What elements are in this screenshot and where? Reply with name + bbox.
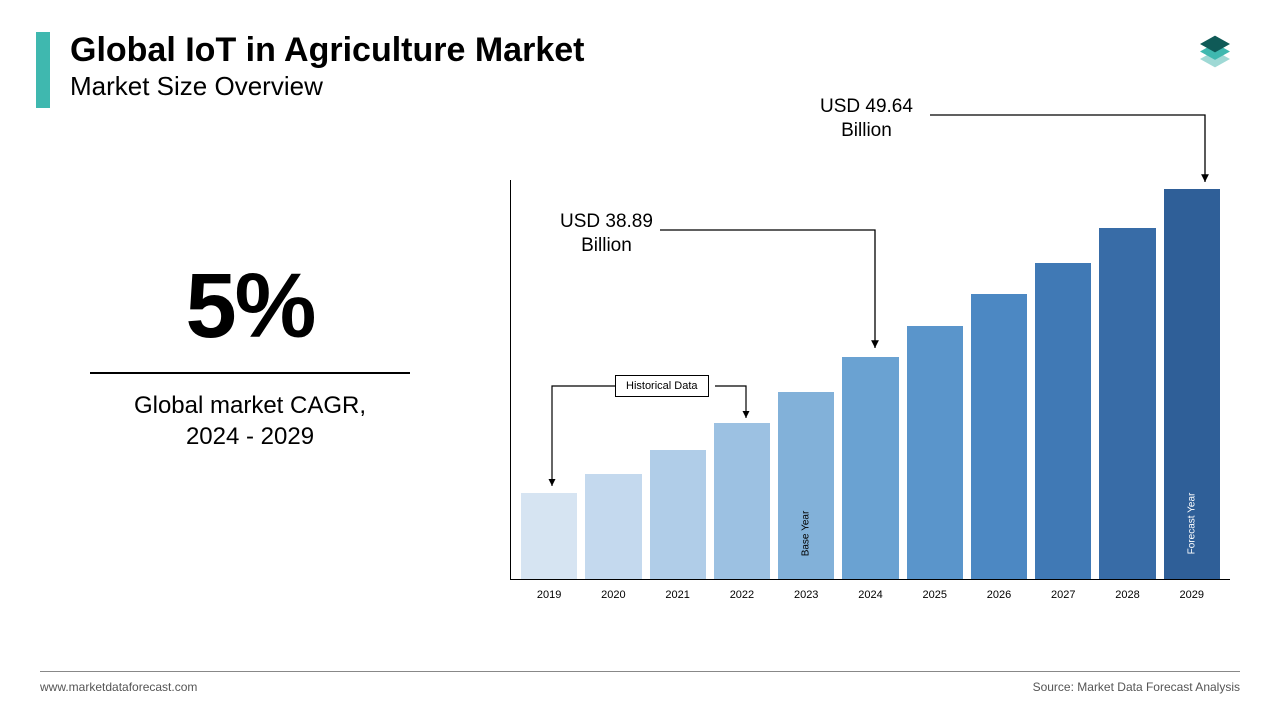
- callout-end: USD 49.64 Billion: [820, 95, 913, 143]
- bar-year-label: 2025: [907, 589, 963, 601]
- cagr-percent: 5%: [60, 260, 440, 352]
- bar-chart: USD 38.89 Billion USD 49.64 Billion Hist…: [510, 170, 1230, 610]
- title-block: Global IoT in Agriculture Market Market …: [70, 32, 584, 102]
- footer: www.marketdataforecast.com Source: Marke…: [40, 671, 1240, 694]
- bar-year-label: 2026: [971, 589, 1027, 601]
- header: Global IoT in Agriculture Market Market …: [36, 32, 584, 108]
- bar-2026: 2026: [971, 294, 1027, 579]
- bar-2021: 2021: [650, 450, 706, 579]
- bar-2019: 2019: [521, 493, 577, 579]
- bar-2024: 2024: [842, 357, 898, 579]
- page-subtitle: Market Size Overview: [70, 71, 584, 102]
- bar-2023: 2023Base Year: [778, 392, 834, 579]
- bar-year-label: 2029: [1164, 589, 1220, 601]
- cagr-panel: 5% Global market CAGR, 2024 - 2029: [60, 260, 440, 452]
- bar-year-label: 2028: [1099, 589, 1155, 601]
- cagr-label-line1: Global market CAGR,: [60, 390, 440, 421]
- bar-2028: 2028: [1099, 228, 1155, 579]
- bar-2027: 2027: [1035, 263, 1091, 579]
- bar-year-label: 2027: [1035, 589, 1091, 601]
- bar-year-label: 2020: [585, 589, 641, 601]
- callout-end-value: USD 49.64: [820, 96, 913, 117]
- footer-source: Source: Market Data Forecast Analysis: [1033, 680, 1240, 694]
- divider-line: [90, 372, 410, 374]
- bar-2022: 2022: [714, 423, 770, 579]
- bar-2029: 2029Forecast Year: [1164, 189, 1220, 579]
- bars-container: 20192020202120222023Base Year20242025202…: [510, 180, 1230, 580]
- bar-year-label: 2024: [842, 589, 898, 601]
- forecast-year-label: Forecast Year: [1186, 493, 1197, 555]
- brand-logo-icon: [1190, 24, 1240, 74]
- bar-year-label: 2023: [778, 589, 834, 601]
- footer-url: www.marketdataforecast.com: [40, 680, 197, 694]
- bar-year-label: 2022: [714, 589, 770, 601]
- bar-year-label: 2019: [521, 589, 577, 601]
- accent-bar: [36, 32, 50, 108]
- bar-year-label: 2021: [650, 589, 706, 601]
- page-title: Global IoT in Agriculture Market: [70, 32, 584, 69]
- callout-end-unit: Billion: [841, 120, 892, 141]
- bar-2020: 2020: [585, 474, 641, 579]
- base-year-label: Base Year: [801, 511, 812, 557]
- bar-2025: 2025: [907, 326, 963, 580]
- cagr-label-line2: 2024 - 2029: [60, 421, 440, 452]
